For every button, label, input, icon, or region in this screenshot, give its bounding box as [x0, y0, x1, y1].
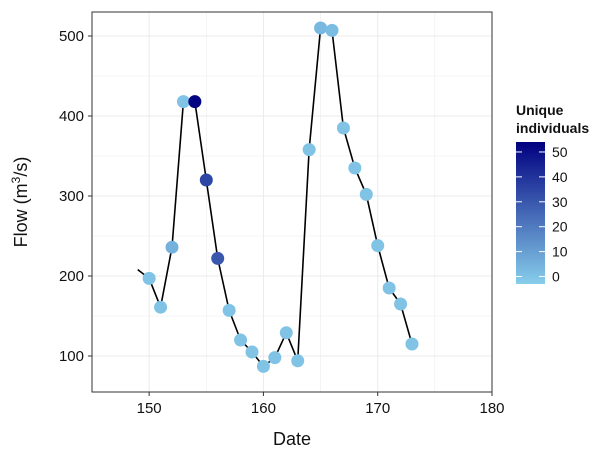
- data-point: [268, 351, 282, 365]
- data-point: [325, 23, 339, 37]
- x-axis-ticks: 150 160 170 180: [137, 392, 505, 417]
- legend-title-line2: individuals: [516, 120, 589, 136]
- data-point: [382, 281, 396, 295]
- legend-tick-label: 30: [552, 194, 568, 210]
- y-tick-label: 300: [59, 188, 84, 205]
- legend-tick-label: 20: [552, 219, 568, 235]
- data-point: [165, 240, 179, 254]
- color-legend: Unique individuals 0 10 20 30 40 50: [516, 102, 589, 285]
- x-axis-title: Date: [273, 429, 311, 449]
- x-tick-label: 150: [137, 400, 162, 417]
- y-tick-label: 400: [59, 108, 84, 125]
- x-tick-label: 160: [251, 400, 276, 417]
- y-axis-ticks: 100 200 300 400 500: [59, 28, 92, 365]
- point-layer: [142, 21, 419, 373]
- legend-ticks: 0 10 20 30 40 50: [516, 144, 568, 285]
- data-point: [279, 326, 293, 340]
- data-point: [245, 345, 259, 359]
- legend-tick-label: 40: [552, 169, 568, 185]
- data-point: [302, 143, 316, 157]
- data-point: [154, 300, 168, 314]
- x-tick-label: 180: [479, 400, 504, 417]
- y-axis-title: Flow (m3/s): [9, 157, 31, 248]
- data-point: [348, 161, 362, 175]
- legend-tick-label: 50: [552, 144, 568, 160]
- y-tick-label: 500: [59, 28, 84, 45]
- x-tick-label: 170: [365, 400, 390, 417]
- data-point: [336, 121, 350, 135]
- legend-title-line1: Unique: [516, 102, 564, 118]
- data-point: [222, 303, 236, 317]
- plot-panel: [91, 11, 493, 393]
- legend-tick-label: 10: [552, 244, 568, 260]
- data-point: [371, 239, 385, 253]
- data-point: [314, 21, 328, 35]
- data-point: [405, 337, 419, 351]
- data-point: [256, 359, 270, 373]
- legend-tick-label: 0: [552, 269, 560, 285]
- data-point: [176, 95, 190, 109]
- grid-lines: [91, 12, 493, 392]
- data-point: [199, 173, 213, 187]
- data-point: [291, 354, 305, 368]
- y-tick-label: 200: [59, 268, 84, 285]
- y-tick-label: 100: [59, 348, 84, 365]
- legend-colorbar: [516, 142, 545, 284]
- data-point: [234, 333, 248, 347]
- data-point: [142, 271, 156, 285]
- data-point: [211, 251, 225, 265]
- data-point: [188, 95, 202, 109]
- data-point: [359, 187, 373, 201]
- data-point: [394, 297, 408, 311]
